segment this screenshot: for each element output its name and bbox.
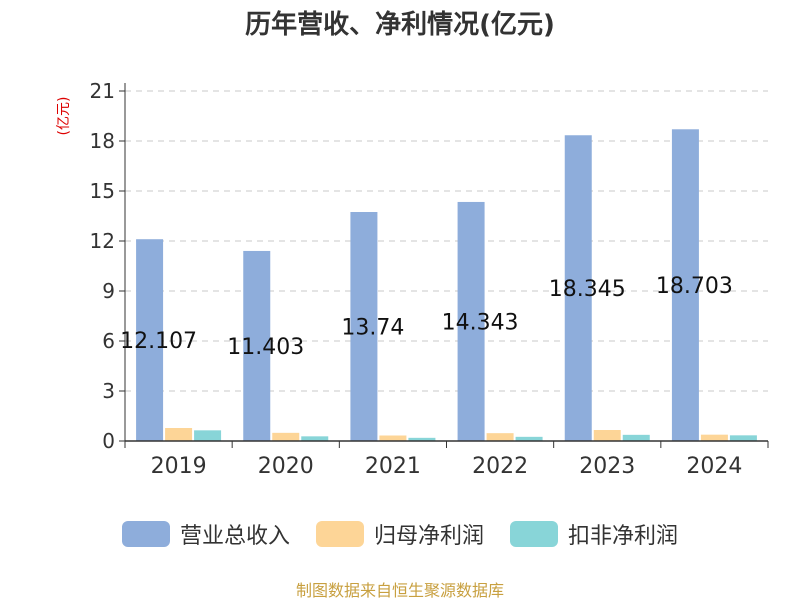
bar-2019-1 — [165, 428, 193, 441]
bar-2019-2 — [194, 430, 222, 441]
bar-2021-2 — [408, 437, 436, 441]
y-tick-label: 15 — [90, 179, 115, 203]
bar-2020-2 — [301, 436, 329, 441]
bar-2020-0 — [243, 250, 271, 441]
legend-label: 营业总收入 — [179, 524, 290, 549]
bar-2023-1 — [593, 430, 621, 441]
chart-title: 历年营收、净利情况(亿元) — [245, 10, 555, 40]
legend-item[interactable]: 营业总收入 — [121, 518, 290, 550]
legend-label: 归母净利润 — [373, 524, 484, 549]
legend-swatch — [510, 521, 558, 547]
data-labels: 12.107 11.403 13.74 14.343 18.345 18.703 — [120, 274, 733, 360]
source-note: 制图数据来自恒生聚源数据库 — [295, 581, 504, 600]
legend-swatch — [121, 521, 170, 547]
bar-2022-0 — [457, 201, 485, 441]
y-tick-label: 6 — [102, 329, 115, 353]
data-label: 13.74 — [341, 316, 404, 341]
data-label: 14.343 — [442, 310, 519, 335]
legend-swatch — [315, 521, 364, 547]
legend-label: 扣非净利润 — [568, 524, 679, 549]
y-tick-label: 0 — [102, 429, 115, 453]
x-tick-label: 2021 — [365, 454, 421, 479]
legend: 营业总收入 归母净利润 扣非净利润 — [0, 518, 800, 550]
bar-2023-2 — [622, 434, 650, 441]
bar-2022-1 — [486, 433, 514, 441]
data-label: 18.703 — [656, 274, 733, 299]
bar-2024-1 — [700, 434, 728, 441]
gridlines — [125, 90, 768, 392]
y-axis-label: (亿元) — [56, 97, 72, 136]
x-tick-label: 2022 — [472, 454, 528, 479]
x-tick-label: 2020 — [258, 454, 314, 479]
y-tick-label: 18 — [90, 129, 115, 153]
y-tick-label: 21 — [90, 79, 115, 103]
y-tick-label: 3 — [102, 379, 115, 403]
bar-2024-0 — [671, 129, 699, 442]
x-tick-label: 2024 — [686, 454, 742, 479]
bar-2020-1 — [272, 432, 300, 441]
bar-2024-2 — [729, 435, 757, 441]
y-tick-label: 9 — [102, 279, 115, 303]
data-label: 18.345 — [549, 277, 626, 302]
x-tick-label: 2019 — [151, 454, 207, 479]
data-label: 12.107 — [120, 329, 197, 354]
data-label: 11.403 — [227, 335, 304, 360]
x-tick-label: 2023 — [579, 454, 635, 479]
legend-item[interactable]: 扣非净利润 — [510, 518, 678, 550]
bar-2023-0 — [564, 135, 592, 441]
bars — [136, 129, 757, 442]
y-tick-label: 12 — [90, 229, 115, 253]
bar-2021-1 — [379, 435, 407, 441]
axes: 0 3 6 9 12 15 18 21 (亿元) 2019 2020 2021 2022 2023 2024 — [56, 79, 769, 479]
bar-2022-2 — [515, 436, 543, 441]
bar-2019-0 — [136, 239, 164, 441]
legend-item[interactable]: 归母净利润 — [315, 518, 484, 550]
bar-2021-0 — [350, 212, 378, 441]
